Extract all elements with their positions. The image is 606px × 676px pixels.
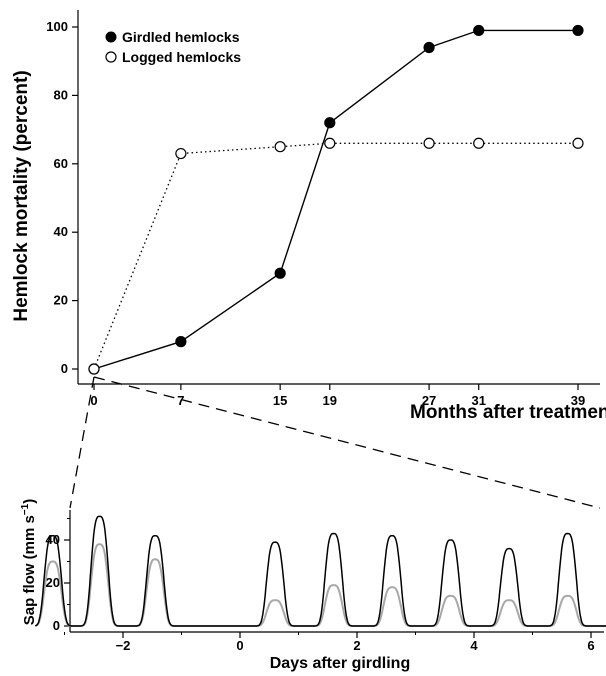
- bottom-y-axis-title-close: ): [21, 499, 38, 504]
- top-x-axis-title: Months after treatment: [410, 402, 606, 423]
- bottom-y-axis-title-main: Sap flow (mm s: [21, 515, 38, 625]
- bottom-x-tick-label: −2: [116, 638, 131, 653]
- girdled-data-point: [274, 267, 286, 279]
- top-y-tick-label: 80: [54, 87, 68, 102]
- top-y-tick-label: 20: [54, 293, 68, 308]
- top-chart: 0 20 40 60 80 100 0 7 15 19 27 31 39 Months after t…: [11, 10, 606, 423]
- top-x-ticks: 0 7 15 19 27 31 39: [90, 384, 585, 408]
- top-y-tick-label: 0: [61, 361, 68, 376]
- bottom-y-tick-label: 20: [46, 575, 60, 590]
- top-x-tick-label: 0: [90, 393, 97, 408]
- sap-flow-black-line: [35, 515, 606, 627]
- logged-data-point: [274, 141, 286, 153]
- logged-data-point: [88, 363, 100, 375]
- bottom-y-tick-label: 40: [46, 532, 60, 547]
- girdled-data-point: [423, 41, 435, 54]
- bottom-x-ticks: −2 0 2 4 6: [64, 632, 595, 653]
- logged-data-point: [423, 137, 435, 149]
- bottom-series: [34, 515, 606, 627]
- zoom-connector-left: [69, 376, 95, 509]
- girdled-data-point: [473, 24, 485, 37]
- top-y-tick-label: 60: [54, 156, 68, 171]
- bottom-y-ticks: 0 20 40: [46, 518, 70, 633]
- logged-data-point: [572, 137, 584, 149]
- legend-label-girdled: Girdled hemlocks: [122, 29, 240, 45]
- girdled-series-line: [93, 29, 578, 370]
- top-x-tick-label: 31: [471, 393, 485, 408]
- bottom-x-tick-label: 6: [587, 638, 594, 653]
- bottom-x-tick-label: 0: [236, 638, 243, 653]
- bottom-x-axis-title: Days after girdling: [270, 655, 410, 672]
- legend: Girdled hemlocks Logged hemlocks: [105, 29, 241, 65]
- top-x-tick-label: 19: [323, 393, 337, 408]
- top-y-tick-label: 100: [46, 19, 68, 34]
- bottom-y-axis-title: Sap flow (mm s−1): [20, 499, 38, 625]
- girdled-data-point: [175, 336, 187, 348]
- top-series: [88, 24, 584, 375]
- legend-marker-girdled: [105, 31, 117, 43]
- bottom-x-tick-label: 2: [353, 638, 360, 653]
- bottom-y-axis-title-superscript: −1: [20, 503, 31, 515]
- top-x-tick-label: 27: [422, 393, 436, 408]
- top-y-ticks: 0 20 40 60 80 100: [46, 19, 78, 376]
- logged-data-point: [473, 137, 485, 149]
- logged-data-point: [175, 147, 187, 160]
- top-x-tick-label: 7: [177, 393, 184, 408]
- bottom-x-tick-label: 4: [470, 638, 478, 653]
- girdled-data-point: [324, 117, 336, 129]
- top-x-tick-label: 39: [571, 393, 585, 408]
- bottom-y-tick-label: 0: [53, 618, 60, 633]
- legend-label-logged: Logged hemlocks: [122, 49, 241, 65]
- top-y-tick-label: 40: [54, 224, 68, 239]
- zoom-connector-right: [93, 376, 601, 509]
- legend-marker-logged: [105, 51, 117, 63]
- top-x-tick-label: 15: [273, 393, 287, 408]
- top-y-axis-title: Hemlock mortality (percent): [11, 70, 32, 321]
- logged-series-line: [93, 142, 578, 370]
- girdled-data-point: [572, 24, 584, 37]
- logged-data-point: [324, 137, 336, 149]
- bottom-chart: 0 20 40 −2 0 2 4 6 Days after girdling Sap flo…: [20, 499, 606, 672]
